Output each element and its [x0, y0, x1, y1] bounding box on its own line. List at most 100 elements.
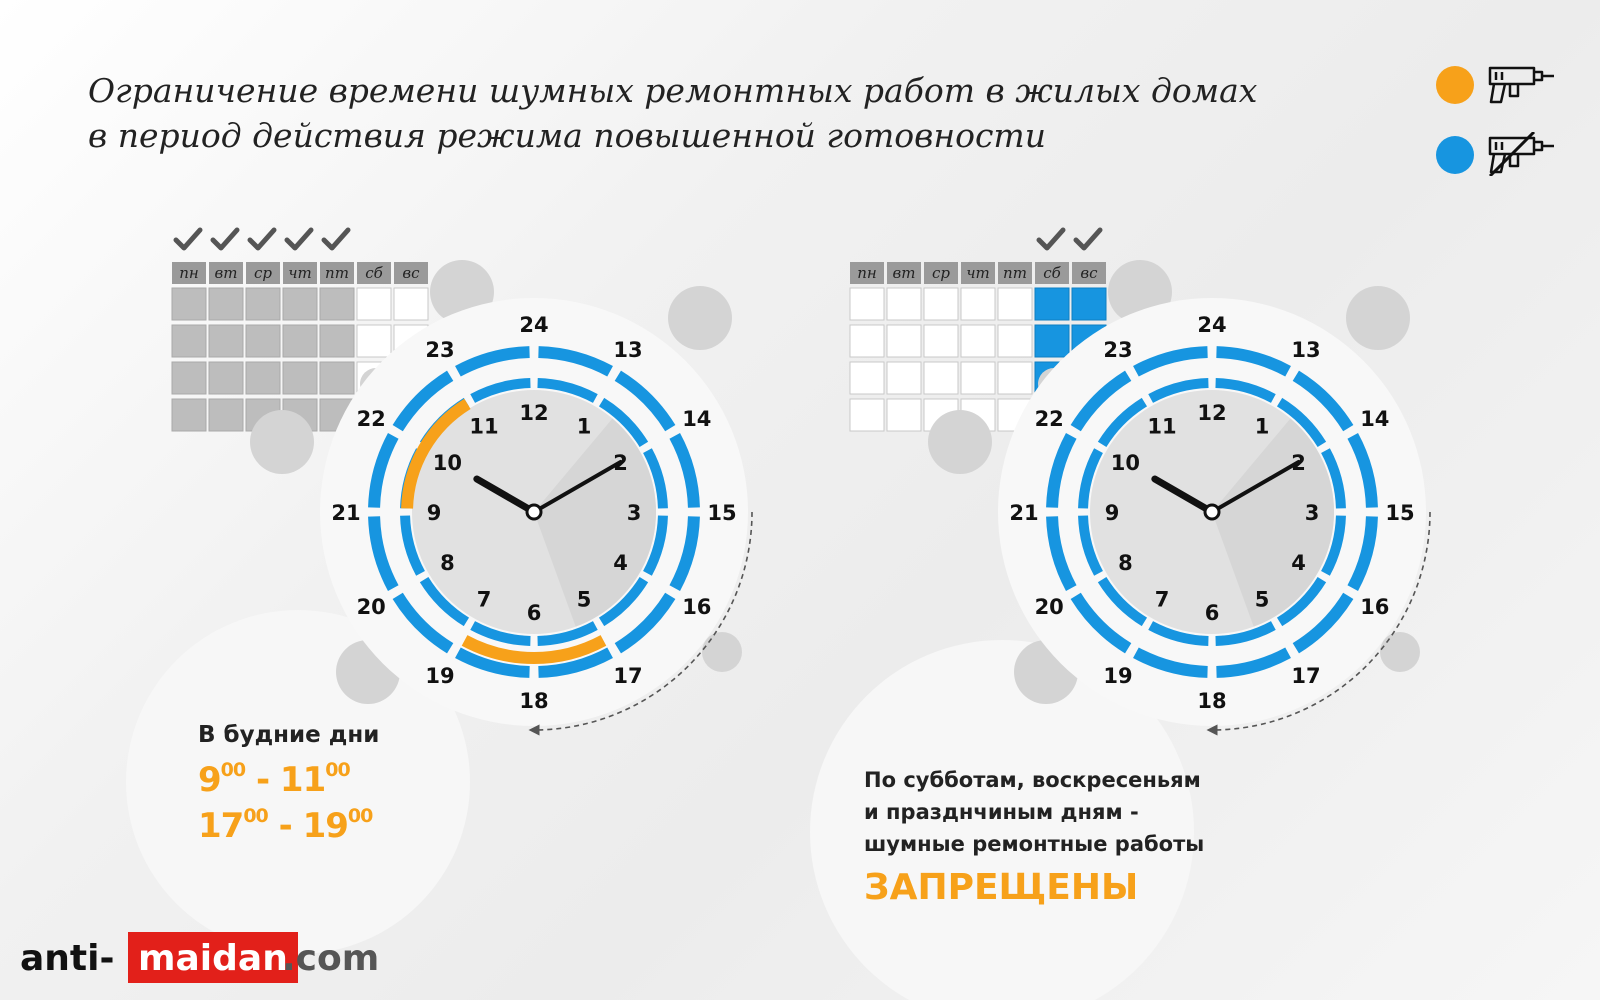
day-label: пн [857, 264, 877, 282]
weekday-heading: В будние дни [198, 722, 380, 748]
calendar-cell [886, 361, 922, 395]
outer-ring-segment [1347, 433, 1378, 508]
allowed-period-arc [461, 635, 607, 664]
calendar-cell [319, 361, 355, 395]
day-label: пн [179, 264, 199, 282]
calendar-cell [1071, 287, 1107, 321]
calendar-cell [923, 287, 959, 321]
day-header [283, 262, 317, 284]
range-from-min: 00 [220, 758, 246, 781]
hour-label-24h: 18 [1197, 689, 1226, 713]
bg-circle [928, 410, 992, 474]
outer-ring-segment [1347, 516, 1378, 591]
outer-ring-segment [669, 433, 700, 508]
range-from-min: 00 [243, 804, 268, 827]
check-icon [173, 227, 203, 251]
outer-ring-segment [1216, 647, 1291, 678]
inner-ring-segment [1276, 576, 1327, 627]
inner-ring-segment [643, 448, 668, 509]
calendar-cell [997, 324, 1033, 358]
inner-ring-segment [1097, 576, 1148, 627]
clock-shade [1212, 418, 1334, 627]
calendar-cell [319, 287, 355, 321]
hour-label-24h: 17 [1291, 664, 1320, 688]
hour-label-24h: 24 [519, 313, 548, 337]
range-to-min: 00 [325, 758, 350, 781]
bg-circle [702, 632, 742, 672]
hour-label-12h: 4 [613, 551, 628, 575]
calendar-cell [997, 361, 1033, 395]
weekend-banned-label: ЗАПРЕЩЕНЫ [864, 867, 1139, 908]
range-to: 19 [302, 806, 349, 846]
hour-label-24h: 19 [1103, 664, 1132, 688]
day-label: чт [288, 264, 312, 282]
weekday-range-morning: 900 - 1100 [198, 758, 351, 800]
legend-forbidden-dot [1436, 136, 1474, 174]
outer-ring-segment [1133, 647, 1208, 678]
outer-ring-segment [669, 516, 700, 591]
outer-ring-segment [614, 370, 676, 432]
outer-ring-segment [1046, 433, 1077, 508]
hour-label-24h: 22 [1035, 407, 1064, 431]
day-label: ср [254, 264, 272, 282]
schedule-panel-weekdays: пн вт ср чт пт сб вс24131415161718192021222312… [171, 227, 753, 736]
inner-ring-segment [470, 621, 531, 646]
direction-arrow [528, 511, 753, 736]
day-header [1035, 262, 1069, 284]
hour-label-12h: 7 [477, 588, 492, 612]
clock-center [525, 503, 543, 521]
calendar-cell [960, 324, 996, 358]
weekend-caption: По субботам, воскресеньям и празднчиным … [864, 764, 1204, 860]
hour-label-12h: 1 [577, 414, 592, 438]
day-label: ср [932, 264, 950, 282]
calendar-cell [849, 361, 885, 395]
weekend-caption-line-2: и празднчиным дням - [864, 800, 1139, 824]
hour-label-12h: 11 [1147, 414, 1176, 438]
hour-label-12h: 1 [1255, 414, 1270, 438]
calendar-cell [171, 398, 207, 432]
calendar-cell [282, 361, 318, 395]
hour-label-12h: 8 [440, 551, 455, 575]
outer-ring-segment [1292, 592, 1354, 654]
bg-circle [1380, 632, 1420, 672]
day-label: вс [402, 264, 420, 282]
inner-ring-segment [1321, 448, 1346, 509]
calendar-cell [356, 324, 392, 358]
calendar-cell [171, 361, 207, 395]
calendar-cell [208, 324, 244, 358]
calendar-cell [171, 324, 207, 358]
inner-ring-segment [1078, 515, 1103, 576]
hour-label-12h: 9 [1105, 501, 1120, 525]
day-header [394, 262, 428, 284]
outer-ring-segment [538, 647, 613, 678]
calendar-cell [1034, 287, 1070, 321]
hour-label-24h: 16 [682, 595, 711, 619]
hour-label-24h: 20 [357, 595, 386, 619]
inner-ring-segment [1148, 621, 1209, 646]
weekday-range-evening: 1700 - 1900 [198, 804, 373, 846]
outer-ring-segment [614, 592, 676, 654]
day-label: пт [1003, 264, 1027, 282]
inner-ring-segment [598, 576, 649, 627]
hour-label-12h: 9 [427, 501, 442, 525]
inner-ring-segment [419, 576, 470, 627]
day-header [887, 262, 921, 284]
outer-ring-segment [368, 516, 399, 591]
hour-label-12h: 10 [1111, 451, 1140, 475]
hour-label-24h: 13 [1291, 338, 1320, 362]
day-label: сб [365, 264, 383, 282]
inner-ring-segment [1148, 378, 1209, 403]
calendar-cell [886, 398, 922, 432]
bg-circle [668, 286, 732, 350]
logo-part-1: anti- [20, 938, 115, 979]
calendar-cell [849, 324, 885, 358]
day-header [209, 262, 243, 284]
clock-center [1203, 503, 1221, 521]
bg-circle [1346, 286, 1410, 350]
hour-label-12h: 6 [1205, 601, 1220, 625]
day-header [850, 262, 884, 284]
hour-label-24h: 22 [357, 407, 386, 431]
day-header [246, 262, 280, 284]
hour-label-24h: 23 [1103, 338, 1132, 362]
range-to-min: 00 [347, 804, 373, 827]
